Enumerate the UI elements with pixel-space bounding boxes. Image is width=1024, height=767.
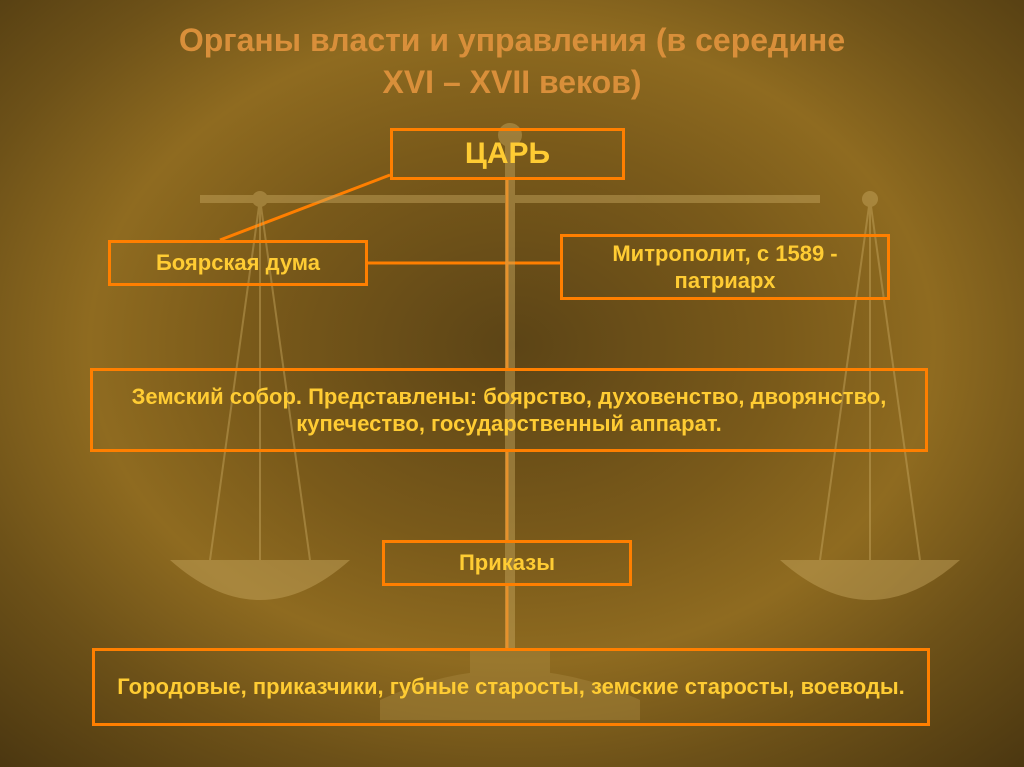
node-local-label: Городовые, приказчики, губные старосты, … xyxy=(117,673,904,701)
node-duma: Боярская дума xyxy=(108,240,368,286)
node-mitropolit-label: Митрополит, с 1589 - патриарх xyxy=(573,240,877,295)
node-duma-label: Боярская дума xyxy=(156,249,320,277)
node-mitropolit: Митрополит, с 1589 - патриарх xyxy=(560,234,890,300)
node-tsar: ЦАРЬ xyxy=(390,128,625,180)
node-local: Городовые, приказчики, губные старосты, … xyxy=(92,648,930,726)
node-tsar-label: ЦАРЬ xyxy=(465,135,550,173)
page-title: Органы власти и управления (в середине X… xyxy=(0,20,1024,103)
node-sobor-label: Земский собор. Представлены: боярство, д… xyxy=(103,383,915,438)
title-line2: XVI – XVII веков) xyxy=(382,64,641,100)
node-sobor: Земский собор. Представлены: боярство, д… xyxy=(90,368,928,452)
node-prikazy: Приказы xyxy=(382,540,632,586)
node-prikazy-label: Приказы xyxy=(459,549,555,577)
title-line1: Органы власти и управления (в середине xyxy=(179,22,845,58)
